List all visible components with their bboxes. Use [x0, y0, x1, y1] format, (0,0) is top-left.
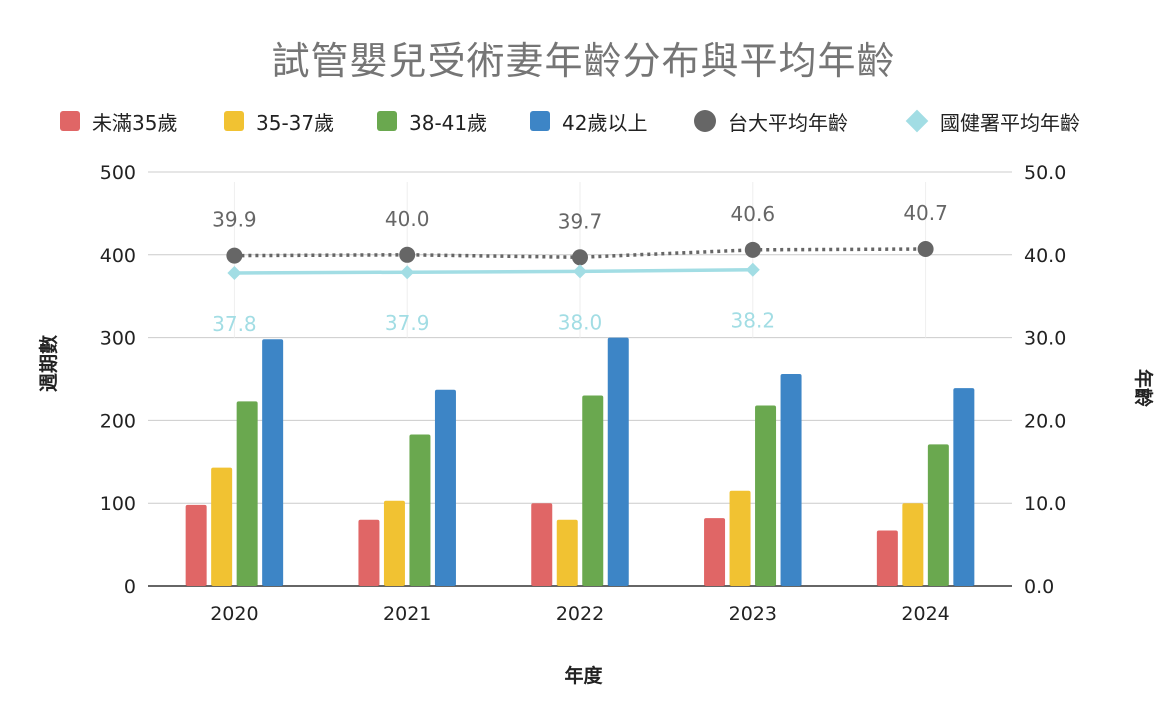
- line-point-diamond: [400, 265, 415, 280]
- data-label: 38.2: [731, 309, 776, 333]
- line-point-circle: [917, 241, 934, 258]
- line-point-circle: [226, 247, 243, 264]
- bar-1-2022: [531, 503, 553, 586]
- bar-4-2024: [953, 388, 975, 586]
- y-tick-label-left: 0: [124, 576, 136, 598]
- legend-swatch-42-plus: [530, 111, 550, 131]
- bar-1-2023: [704, 518, 726, 586]
- line-point-diamond: [227, 266, 242, 281]
- y-tick-label-right: 10.0: [1024, 493, 1066, 515]
- bar-3-2020: [236, 401, 258, 586]
- x-tick-label: 2023: [729, 603, 777, 625]
- line-point-circle: [744, 241, 761, 258]
- x-tick-label: 2020: [210, 603, 258, 625]
- bar-3-2023: [755, 405, 777, 586]
- legend-label-ntu-average: 台大平均年齡: [728, 110, 848, 135]
- bar-3-2022: [582, 395, 604, 586]
- bar-1-2021: [358, 519, 380, 586]
- x-tick-label: 2022: [556, 603, 604, 625]
- legend-swatch-under-35: [60, 111, 80, 131]
- bar-2-2023: [729, 490, 751, 586]
- data-label: 40.0: [385, 207, 430, 231]
- legend-item-38-41: 38-41歲: [377, 104, 487, 138]
- legend-label-hpa-average: 國健署平均年齡: [940, 110, 1080, 135]
- x-axis-title: 年度: [564, 665, 603, 687]
- legend-item-hpa-average: 國健署平均年齡: [905, 104, 1080, 138]
- data-label: 37.8: [212, 312, 257, 336]
- bar-1-2024: [876, 530, 898, 586]
- legend-item-ntu-average: 台大平均年齡: [694, 104, 848, 138]
- line-series-2: [234, 267, 753, 275]
- legend-item-under-35: 未滿35歲: [60, 104, 177, 138]
- bar-2-2024: [902, 503, 924, 586]
- bar-3-2021: [409, 434, 431, 586]
- bar-4-2021: [434, 389, 456, 586]
- line-point-circle: [572, 249, 588, 266]
- legend-marker-circle: [694, 110, 716, 132]
- line-point-diamond: [745, 262, 760, 277]
- line-point-diamond: [573, 264, 587, 279]
- bar-2-2021: [383, 500, 405, 586]
- data-label: 39.9: [212, 208, 257, 232]
- legend-swatch-38-41: [377, 111, 397, 131]
- y-tick-label-right: 30.0: [1024, 328, 1066, 350]
- bar-4-2022: [607, 337, 629, 586]
- y-axis-right-title: 年齡: [1132, 369, 1154, 408]
- x-tick-label: 2021: [383, 603, 431, 625]
- line-point-circle: [399, 246, 416, 263]
- y-tick-label-left: 300: [100, 328, 136, 350]
- data-label: 39.7: [558, 209, 603, 233]
- chart-title: 試管嬰兒受術妻年齡分布與平均年齡: [271, 39, 896, 83]
- y-tick-label-right: 40.0: [1024, 245, 1066, 267]
- y-tick-label-left: 200: [100, 410, 136, 432]
- data-label: 37.9: [385, 311, 430, 335]
- legend-item-35-37: 35-37歲: [224, 104, 334, 138]
- legend-label-38-41: 38-41歲: [409, 110, 488, 135]
- average-lines: 39.9 40.0 39.7 40.6 40.7 37.8 37.9 38.0 38.2: [212, 201, 948, 336]
- legend-label-42-plus: 42歲以上: [562, 110, 648, 135]
- y-tick-label-left: 400: [100, 245, 136, 267]
- legend: 未滿35歲 35-37歲 38-41歲 42歲以上 台大平均年齡 國健署平均年齡: [0, 104, 1167, 138]
- bar-4-2023: [780, 374, 802, 586]
- bar-1-2020: [185, 504, 207, 586]
- axes: 0 0.0 100 10.0 200 20.0 300 30.0 400 40.0 500 50.0 2…: [100, 162, 1067, 625]
- legend-label-35-37: 35-37歲: [256, 110, 335, 135]
- y-tick-label-right: 50.0: [1024, 162, 1066, 184]
- data-label: 40.7: [903, 201, 948, 225]
- data-label: 38.0: [558, 310, 603, 334]
- bar-3-2024: [927, 444, 949, 586]
- y-tick-label-right: 20.0: [1024, 410, 1066, 432]
- x-tick-label: 2024: [901, 603, 949, 625]
- bar-2-2022: [556, 519, 578, 586]
- bar-4-2020: [262, 339, 284, 586]
- y-tick-label-left: 500: [100, 162, 136, 184]
- legend-swatch-35-37: [224, 111, 244, 131]
- y-tick-label-left: 100: [100, 493, 136, 515]
- y-axis-left-title: 週期數: [38, 334, 60, 392]
- data-label: 40.6: [731, 202, 776, 226]
- bars: [185, 337, 975, 586]
- bar-2-2020: [211, 467, 233, 586]
- legend-item-42-plus: 42歲以上: [530, 104, 647, 138]
- legend-label-under-35: 未滿35歲: [92, 110, 178, 135]
- y-tick-label-right: 0.0: [1024, 576, 1054, 598]
